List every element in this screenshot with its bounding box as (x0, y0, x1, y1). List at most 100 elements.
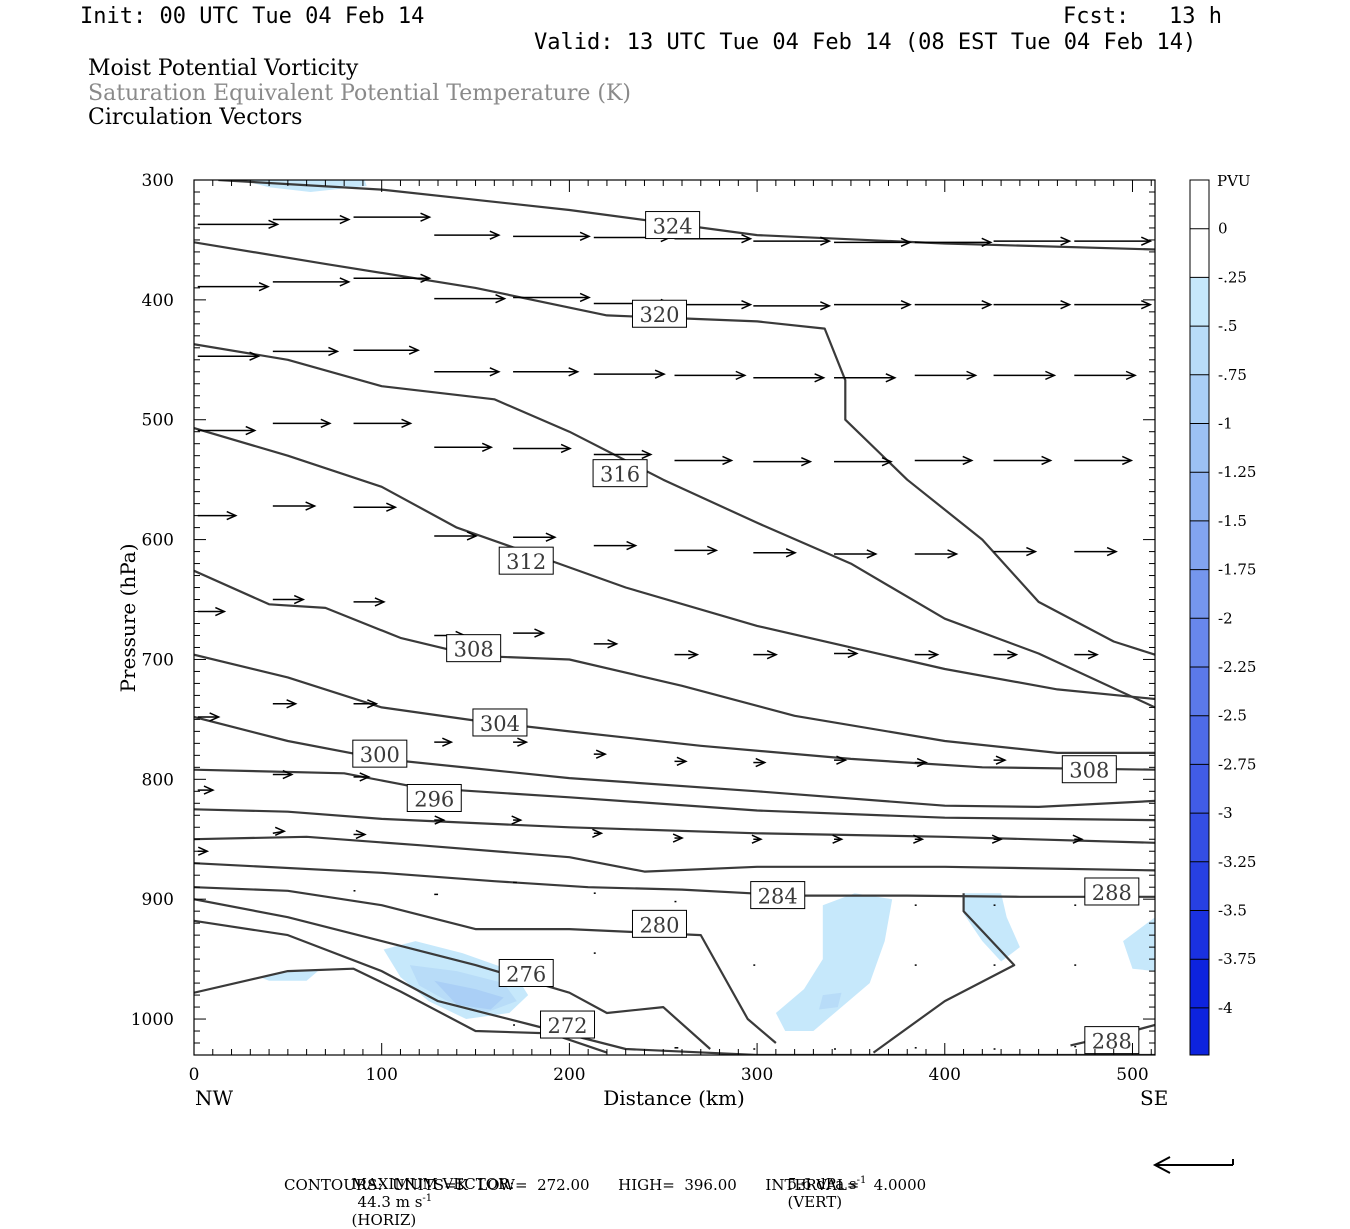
x-tick-label: 500 (1116, 1065, 1148, 1085)
circulation-vector-37 (272, 418, 332, 429)
colorbar-label: -2.25 (1218, 658, 1256, 676)
colorbar-swatch-10 (1190, 667, 1209, 716)
circulation-vector-53 (593, 540, 638, 551)
vert-unit: (VERT) (787, 1193, 843, 1211)
circulation-vector-7 (753, 236, 832, 246)
circulation-vector-51 (434, 531, 478, 541)
circulation-vector-11 (1074, 236, 1153, 246)
pvu-shade-7 (963, 893, 1020, 962)
circulation-vector-25 (272, 346, 340, 357)
circulation-vector-42 (674, 455, 734, 466)
colorbar-label: -3.25 (1218, 853, 1256, 871)
colorbar-swatch-12 (1190, 764, 1209, 814)
colorbar-swatch-7 (1190, 520, 1209, 570)
circulation-vector-2 (353, 212, 432, 222)
circulation-vector-34 (993, 370, 1057, 381)
colorbar-frame (1189, 179, 1210, 1056)
circulation-vector-26 (353, 345, 420, 355)
circulation-vector-69 (914, 649, 940, 660)
contour-line-290-9 (194, 835, 1155, 873)
colorbar-swatch-15 (1190, 910, 1209, 960)
circulation-vector-89 (353, 829, 367, 840)
circulation-vector-80 (834, 755, 848, 765)
circulation-vector-81 (914, 757, 928, 768)
circulation-vector-52 (513, 532, 557, 542)
horiz-unit: (HORIZ) (351, 1211, 417, 1229)
circulation-vector-22 (993, 299, 1072, 310)
contour-label-text: 300 (360, 743, 400, 767)
init-time: Init: 00 UTC Tue 04 Feb 14 (80, 4, 425, 29)
circulation-vector-65 (593, 639, 619, 649)
colorbar-label: -1.25 (1218, 463, 1256, 481)
colorbar-label: -3.5 (1218, 902, 1247, 920)
y-tick-label: 300 (142, 171, 174, 191)
horiz-exponent: -1 (422, 1193, 433, 1204)
circulation-vector-76 (513, 737, 529, 747)
x-tick-label: 300 (741, 1065, 773, 1085)
pvu-shade-5 (775, 893, 893, 1031)
circulation-vector-4 (513, 231, 591, 242)
contour-label-300-6: 300 (352, 739, 408, 768)
circulation-vector-60 (197, 606, 227, 617)
contour-label-304-5: 304 (472, 708, 528, 737)
colorbar-swatch-0 (1190, 180, 1209, 229)
contour-label-text: 284 (758, 885, 798, 909)
colorbar-swatch-5 (1190, 423, 1209, 473)
colorbar-label: -3.75 (1218, 950, 1256, 968)
contour-line-312-3 (194, 427, 1155, 701)
contour-label-288-14: 288 (1084, 1026, 1140, 1055)
contour-label-text: 296 (414, 787, 454, 811)
circulation-vector-10 (993, 236, 1072, 246)
contour-label-text: 272 (547, 1014, 587, 1038)
colorbar-swatch-6 (1190, 472, 1209, 521)
colorbar-label: -2.5 (1218, 707, 1247, 725)
y-tick-label: 900 (142, 890, 174, 910)
y-tick-label: 400 (142, 291, 174, 311)
circulation-vector-74 (353, 699, 379, 709)
contour-label-text: 324 (653, 215, 693, 239)
circulation-vector-70 (993, 649, 1019, 660)
circulation-vector-32 (834, 373, 897, 383)
circulation-vector-55 (753, 548, 797, 558)
contour-line-284-11 (194, 886, 777, 1044)
contour-line-296-7 (194, 768, 1155, 822)
colorbar-label: -.25 (1218, 268, 1247, 286)
colorbar-label: -2 (1218, 609, 1233, 627)
pvu-shade-4 (434, 980, 504, 1010)
pvu-shade-0 (240, 180, 367, 192)
colorbar-swatch-8 (1190, 569, 1209, 619)
circulation-vector-66 (674, 649, 700, 660)
circulation-vector-13 (272, 277, 351, 287)
contour-info: CONTOURS: UNITS=K LOW= 272.00 HIGH= 396.… (284, 1176, 927, 1194)
contour-line-288-15 (872, 893, 1016, 1054)
circulation-vector-50 (353, 502, 398, 512)
circulation-vector-41 (593, 449, 653, 460)
contour-label-296-7: 296 (406, 783, 462, 812)
contour-label-320-1: 320 (631, 299, 687, 328)
colorbar-swatch-3 (1190, 326, 1209, 375)
circulation-vector-43 (753, 456, 813, 467)
circulation-vector-84 (197, 785, 215, 795)
colorbar-label: -3 (1218, 804, 1233, 822)
circulation-vector-24 (197, 351, 261, 361)
forecast-hour: Fcst: 13 h (1063, 4, 1222, 29)
colorbar-label: 0 (1218, 220, 1228, 238)
circulation-vector-40 (513, 443, 572, 454)
colorbar-title: PVU (1217, 172, 1251, 190)
x-tick-label: 100 (365, 1065, 397, 1085)
contour-label-text: 316 (600, 463, 640, 487)
circulation-vector-29 (593, 369, 666, 379)
title-vectors: Circulation Vectors (88, 105, 303, 130)
circulation-vector-19 (753, 301, 832, 311)
y-tick-label: 500 (142, 411, 174, 431)
circulation-vector-31 (753, 373, 826, 383)
colorbar-label: -2.75 (1218, 755, 1256, 773)
x-axis-label: Distance (km) (603, 1086, 745, 1110)
circulation-vector-1 (272, 214, 351, 225)
axes: 300 400 500 600 700 800 900 1000 0 100 200 300 400 50… (131, 171, 1156, 1085)
circulation-vector-82 (993, 755, 1007, 765)
max-vector-label: MAXIMUM VECTOR: (351, 1175, 515, 1193)
circulation-vector-73 (272, 699, 298, 709)
contour-line-288-10 (194, 862, 1155, 898)
colorbar-label: -1 (1218, 415, 1233, 433)
